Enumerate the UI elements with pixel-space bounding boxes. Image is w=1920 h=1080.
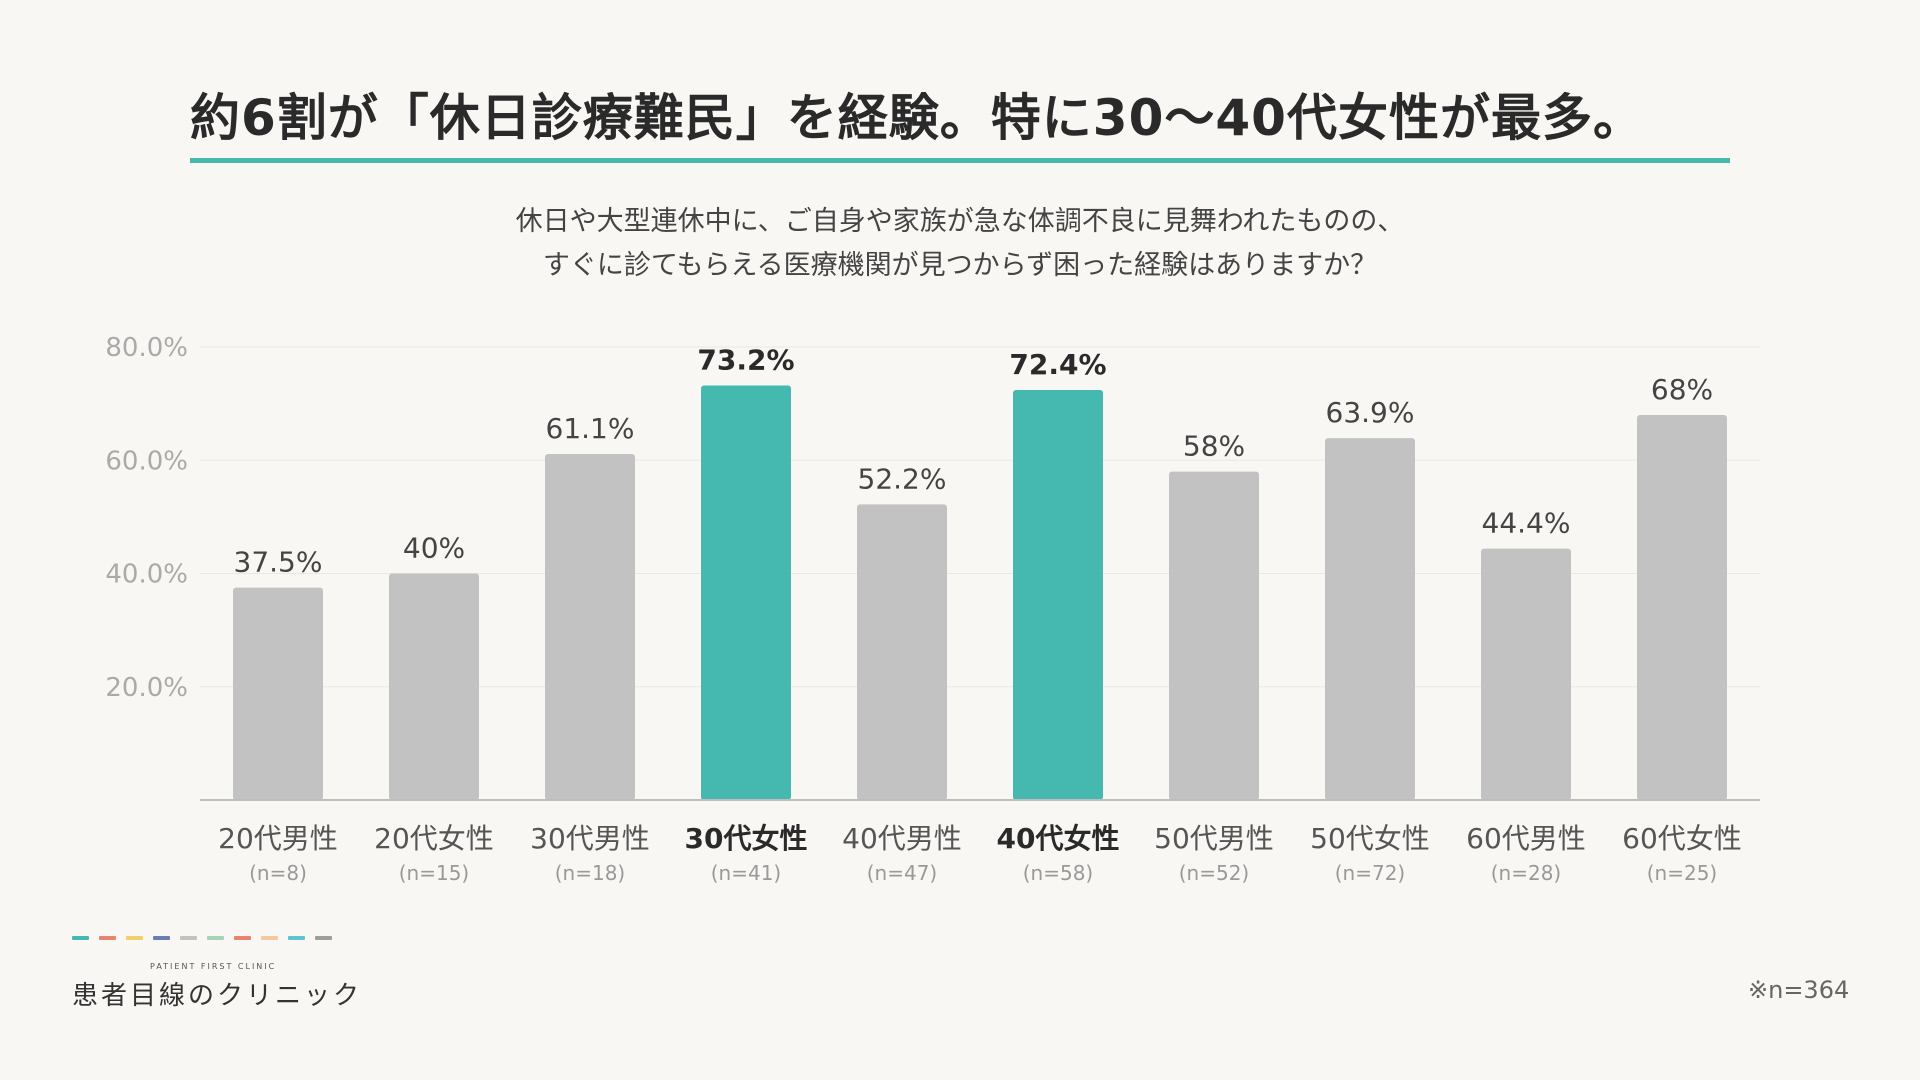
sample-size-label: (n=47) — [867, 861, 938, 885]
logo-dash — [180, 936, 197, 940]
bar — [233, 587, 323, 800]
logo-dash — [315, 936, 332, 940]
survey-question-line-1: 休日や大型連休中に、ご自身や家族が急な体調不良に見舞われたものの、 — [515, 206, 1405, 237]
survey-question: 休日や大型連休中に、ご自身や家族が急な体調不良に見舞われたものの、 すぐに診ても… — [0, 200, 1920, 288]
sample-size-label: (n=25) — [1647, 861, 1718, 885]
logo-dash — [288, 936, 305, 940]
logo-dash — [234, 936, 251, 940]
x-tick-label: 30代女性 — [685, 822, 808, 855]
bar — [701, 385, 791, 800]
sample-size-label: (n=52) — [1179, 861, 1250, 885]
x-tick-label: 60代女性 — [1622, 822, 1742, 855]
data-label: 73.2% — [697, 344, 794, 377]
y-tick-label: 20.0% — [105, 673, 188, 703]
y-tick-label: 60.0% — [105, 446, 188, 476]
logo-dash — [153, 936, 170, 940]
bar — [1169, 471, 1259, 800]
x-tick-label: 50代女性 — [1310, 822, 1430, 855]
x-tick-label: 20代女性 — [374, 822, 494, 855]
survey-question-line-2: すぐに診てもらえる医療機関が見つからず困った経験はありますか？ — [542, 250, 1378, 281]
bar — [1013, 390, 1103, 800]
data-label: 68% — [1651, 373, 1713, 406]
total-sample-note: ※n=364 — [1748, 976, 1850, 1004]
page-title: 約6割が「休日診療難民」を経験。特に30〜40代女性が最多。 — [190, 89, 1644, 147]
x-tick-label: 30代男性 — [530, 822, 650, 855]
x-tick-label: 20代男性 — [218, 822, 338, 855]
data-label: 37.5% — [234, 546, 323, 579]
logo-name: 患者目線のクリニック — [72, 981, 363, 1011]
bar — [389, 573, 479, 800]
x-tick-label: 50代男性 — [1154, 822, 1274, 855]
x-tick-label: 40代女性 — [997, 822, 1120, 855]
title-underline — [190, 158, 1730, 163]
bar-chart: 20.0% 40.0% 60.0% 80.0% 37.5% 20代男性 (n=8) 40% 20… — [105, 333, 1760, 885]
logo-dash — [72, 936, 89, 940]
sample-size-label: (n=72) — [1335, 861, 1406, 885]
x-tick-label: 60代男性 — [1466, 822, 1586, 855]
sample-size-label: (n=28) — [1491, 861, 1562, 885]
sample-size-label: (n=8) — [249, 861, 307, 885]
sample-size-label: (n=41) — [711, 861, 782, 885]
bar — [545, 454, 635, 800]
bar — [857, 504, 947, 800]
sample-size-label: (n=18) — [555, 861, 626, 885]
bar — [1481, 548, 1571, 800]
data-label: 63.9% — [1326, 396, 1415, 429]
clinic-logo: PATIENT FIRST CLINIC 患者目線のクリニック — [72, 936, 363, 1012]
data-label: 44.4% — [1482, 507, 1571, 540]
data-label: 72.4% — [1009, 348, 1106, 381]
logo-dash — [207, 936, 224, 940]
data-label: 52.2% — [858, 462, 947, 495]
data-label: 61.1% — [546, 412, 635, 445]
data-label: 40% — [403, 532, 465, 565]
sample-size-label: (n=15) — [399, 861, 470, 885]
logo-dash-row — [72, 936, 352, 940]
logo-dash — [261, 936, 278, 940]
y-tick-label: 40.0% — [105, 560, 188, 590]
y-tick-label: 80.0% — [105, 333, 188, 363]
logo-dash — [126, 936, 143, 940]
x-tick-label: 40代男性 — [842, 822, 962, 855]
bar — [1637, 414, 1727, 800]
logo-dash — [99, 936, 116, 940]
bar — [1325, 438, 1415, 800]
logo-subtitle: PATIENT FIRST CLINIC — [150, 962, 277, 971]
sample-size-label: (n=58) — [1023, 861, 1094, 885]
data-label: 58% — [1183, 430, 1245, 463]
